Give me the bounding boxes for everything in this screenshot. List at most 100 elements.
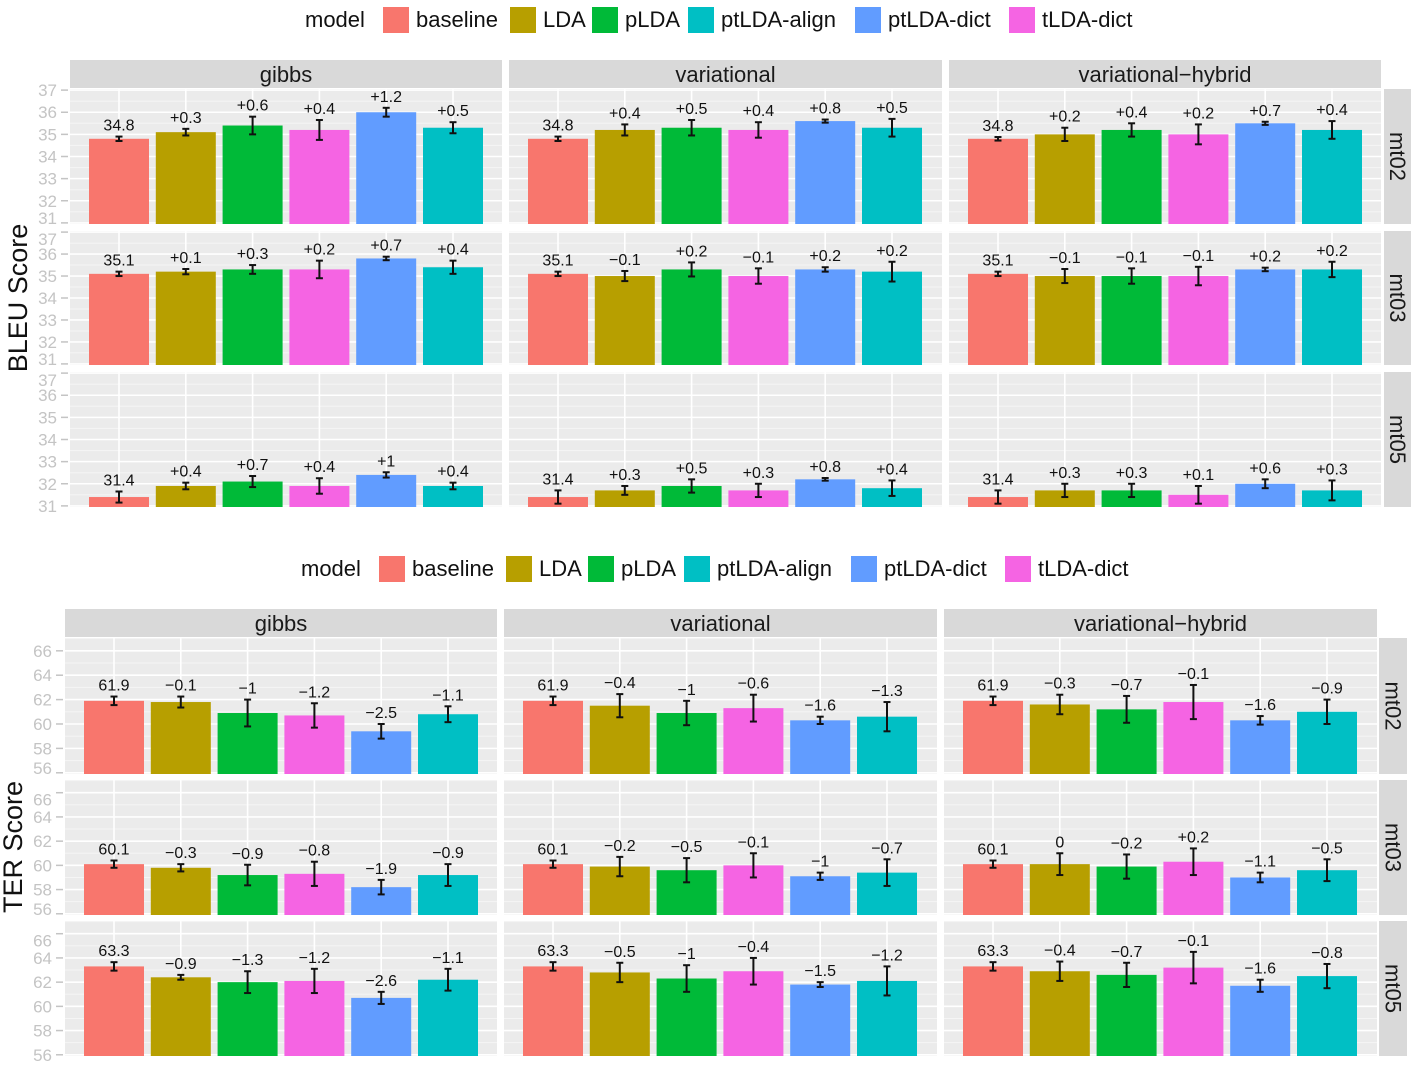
bar-LDA	[589, 972, 650, 1056]
data-label: 63.3	[537, 943, 568, 960]
legend-label-ptLDA-dict: ptLDA-dict	[884, 556, 987, 581]
bar-ptLDA-align	[862, 127, 922, 224]
bar-LDA	[1034, 490, 1095, 507]
bar-LDA	[150, 867, 211, 915]
bar-ptLDA-dict	[1235, 269, 1296, 365]
bars-gibbs-mt03: 35.1 +0.1 +0.3 +0.2 +0.7 +0.4	[89, 238, 483, 365]
column-strip-label: gibbs	[255, 611, 308, 636]
bar-pLDA	[222, 125, 283, 224]
data-label: +0.2	[876, 243, 908, 260]
y-tick-label: 31	[38, 350, 57, 369]
legend-label-ptLDA-align: ptLDA-align	[721, 7, 836, 32]
y-tick-label: 62	[33, 691, 52, 710]
bar-ptLDA-dict	[356, 112, 417, 224]
bars-variational-mt02: 61.9 −0.4 −1 −0.6 −1.6 −1.3	[523, 675, 917, 774]
bar-baseline	[84, 966, 144, 1056]
bar-baseline	[963, 700, 1023, 774]
data-label: 60.1	[977, 842, 1008, 859]
bar-ptLDA-align	[423, 127, 483, 224]
bar-ptLDA-dict	[790, 984, 851, 1056]
bars-variational−hybrid-mt03: 35.1 −0.1 −0.1 −0.1 +0.2 +0.2	[968, 243, 1362, 365]
data-label: +0.2	[304, 242, 336, 259]
data-label: +0.4	[609, 105, 641, 122]
row-strip-mt05	[1384, 372, 1411, 507]
data-label: +0.3	[1316, 461, 1348, 478]
y-tick-label: 58	[33, 881, 52, 900]
legend-key-tLDA-dict	[1005, 556, 1031, 582]
data-label: +0.3	[1116, 465, 1148, 482]
bar-ptLDA-dict	[351, 997, 412, 1056]
y-tick-label: 32	[38, 192, 57, 211]
y-axis-title: TER Score	[0, 781, 28, 913]
legend-label-baseline: baseline	[416, 7, 498, 32]
data-label: +0.8	[809, 101, 841, 118]
legend-label-ptLDA-dict: ptLDA-dict	[888, 7, 991, 32]
bar-ptLDA-align	[423, 485, 483, 507]
data-label: −1	[238, 681, 256, 698]
data-label: −1.3	[232, 952, 264, 969]
bar-ptLDA-align	[1302, 269, 1362, 365]
y-tick-label: 33	[38, 453, 57, 472]
bars-gibbs-mt02: 61.9 −0.1 −1 −1.2 −2.5 −1.1	[84, 678, 478, 774]
strip-0	[65, 609, 497, 637]
y-tick-label: 36	[38, 386, 57, 405]
data-label: +0.4	[170, 464, 202, 481]
data-label: −0.1	[609, 252, 641, 269]
data-label: 34.8	[982, 118, 1013, 135]
row-strip-label: mt02	[1385, 132, 1410, 181]
y-tick-label: 34	[38, 148, 57, 167]
bar-LDA	[1034, 276, 1095, 365]
legend-key-baseline	[379, 556, 405, 582]
row-strip-label: mt02	[1381, 682, 1406, 731]
bar-tLDA-dict	[728, 276, 789, 365]
panel-variational-mt05	[509, 372, 942, 507]
data-label: −0.1	[165, 678, 197, 695]
data-label: −0.6	[738, 676, 770, 693]
data-label: +0.6	[1249, 460, 1281, 477]
data-label: +0.2	[1316, 243, 1348, 260]
legend: model baseline LDA pLDA ptLDA-align ptLDA-dic…	[305, 7, 1132, 33]
data-label: −1.5	[804, 963, 836, 980]
data-label: −1.3	[871, 683, 903, 700]
chart-ter-score: model baseline LDA pLDA ptLDA-align ptLDA-dic…	[0, 556, 1407, 1065]
data-label: −1.9	[365, 861, 397, 878]
bars-gibbs-mt05: 63.3 −0.9 −1.3 −1.2 −2.6 −1.1	[84, 943, 478, 1056]
bar-tLDA-dict	[728, 129, 789, 224]
bar-LDA	[594, 276, 655, 365]
data-label: 60.1	[98, 842, 129, 859]
data-label: −0.9	[1311, 681, 1343, 698]
y-tick-label: 36	[38, 245, 57, 264]
y-tick-label: 31	[38, 209, 57, 228]
y-tick-label: 62	[33, 832, 52, 851]
legend-key-ptLDA-align	[684, 556, 710, 582]
data-label: 61.9	[537, 678, 568, 695]
row-strip-mt03	[1384, 231, 1411, 365]
data-label: −0.9	[432, 845, 464, 862]
y-tick-label: 66	[33, 932, 52, 951]
y-axis-title: BLEU Score	[3, 224, 33, 373]
data-label: +0.2	[1183, 105, 1215, 122]
data-label: −1.1	[432, 950, 464, 967]
bar-pLDA	[661, 485, 722, 507]
y-tick-label: 33	[38, 311, 57, 330]
data-label: +0.7	[370, 238, 402, 255]
data-label: −0.9	[232, 846, 264, 863]
row-strip-mt05	[1379, 921, 1407, 1056]
bars-variational-mt05: 63.3 −0.5 −1 −0.4 −1.5 −1.2	[523, 939, 917, 1056]
data-label: +0.2	[1049, 109, 1081, 126]
data-label: −0.5	[671, 839, 703, 856]
strip-2	[944, 609, 1377, 637]
data-label: 31.4	[542, 471, 573, 488]
data-label: 34.8	[103, 118, 134, 135]
data-label: +0.1	[1183, 467, 1215, 484]
y-tick-label: 60	[33, 997, 52, 1016]
bar-ptLDA-align	[423, 267, 483, 365]
data-label: −0.4	[604, 675, 636, 692]
bar-pLDA	[661, 127, 722, 224]
data-label: +0.3	[237, 246, 269, 263]
bar-ptLDA-dict	[795, 479, 856, 507]
bar-ptLDA-align	[1297, 976, 1357, 1056]
data-label: −1.2	[299, 684, 331, 701]
bar-tLDA-dict	[1168, 134, 1229, 224]
